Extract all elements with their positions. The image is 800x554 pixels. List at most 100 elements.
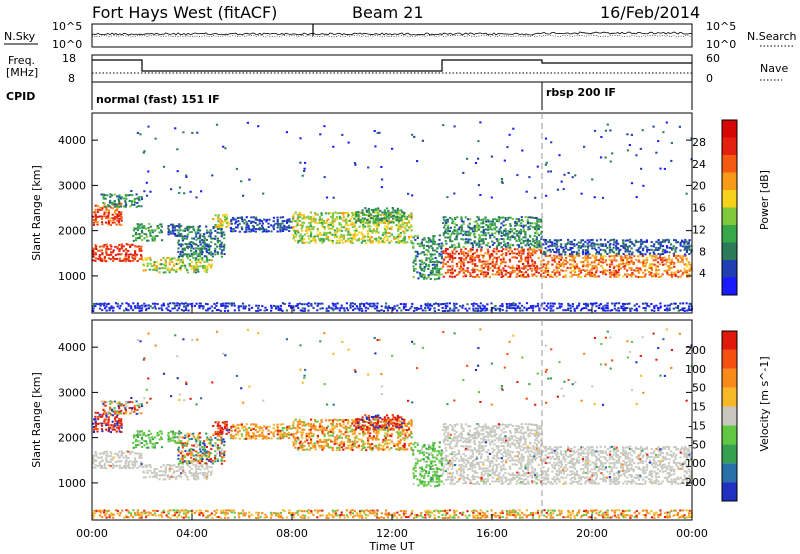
power-cell (382, 310, 386, 312)
power-cell (386, 239, 389, 242)
power-cell (433, 260, 436, 263)
power-cell (206, 309, 209, 312)
power-cell (203, 255, 206, 258)
power-cell (120, 211, 123, 214)
velocity-cell (196, 475, 199, 478)
power-cell (232, 302, 235, 305)
velocity-cell (309, 431, 312, 434)
power-cell (234, 218, 237, 221)
power-cell (529, 305, 533, 308)
power-cell (349, 233, 352, 236)
power-cell (530, 252, 534, 255)
power-cell (449, 256, 452, 259)
velocity-cell (319, 439, 322, 441)
velocity-cell (146, 464, 149, 467)
power-cell (433, 307, 436, 310)
power-cell (520, 219, 523, 221)
power-cell (453, 232, 456, 235)
power-cell (475, 275, 479, 278)
power-cell (344, 218, 348, 221)
power-cell (388, 220, 391, 222)
velocity-cell (225, 429, 228, 432)
power-cell (263, 230, 266, 233)
velocity-cell (179, 474, 182, 477)
power-cell (105, 215, 108, 218)
velocity-cell (201, 466, 204, 468)
power-cell (682, 302, 685, 305)
velocity-cell (263, 435, 266, 438)
power-cell (549, 309, 552, 312)
power-cell (252, 220, 255, 223)
velocity-cell (205, 446, 208, 448)
power-cell (353, 213, 357, 216)
power-cell (312, 220, 315, 223)
power-cell (446, 309, 449, 312)
power-cell (513, 228, 516, 230)
power-cell (249, 230, 253, 233)
power-cell (327, 218, 330, 221)
power-cell (396, 219, 399, 222)
power-cell (533, 273, 536, 276)
power-cell (500, 276, 503, 278)
power-cell (469, 271, 472, 274)
power-cell (515, 222, 518, 224)
power-cell (657, 273, 660, 276)
velocity-cell (235, 433, 238, 436)
velocity-cell (105, 424, 108, 427)
velocity-cell (267, 429, 270, 432)
velocity-cell (344, 436, 347, 439)
power-cell (668, 261, 671, 264)
velocity-cell (340, 440, 343, 443)
power-cell (668, 307, 671, 310)
power-cell (538, 220, 541, 223)
velocity-cell (316, 420, 319, 423)
power-cell (112, 219, 115, 222)
power-cell (292, 226, 295, 228)
power-cell (92, 307, 95, 310)
power-cell (564, 275, 567, 278)
power-cell (637, 240, 640, 243)
power-cell (319, 221, 322, 224)
power-cell (668, 254, 671, 257)
power-cell (666, 238, 669, 241)
power-cell (486, 271, 490, 274)
power-cell (243, 218, 246, 221)
power-cell (573, 267, 577, 270)
power-cell (640, 238, 643, 241)
power-cell (153, 239, 156, 242)
velocity-cell (351, 444, 354, 447)
power-cell (180, 265, 183, 268)
power-cell (644, 269, 647, 272)
power-cell (617, 271, 620, 274)
power-cell (690, 251, 693, 254)
power-cell (369, 225, 372, 228)
power-cell (469, 273, 472, 276)
power-cell (353, 238, 356, 240)
power-cell (520, 275, 523, 278)
power-cell (386, 307, 389, 310)
velocity-cell (292, 433, 295, 435)
power-cell (214, 235, 217, 238)
power-cell (641, 276, 644, 279)
velocity-cell (203, 444, 206, 447)
power-cell (501, 303, 504, 306)
power-cell (674, 273, 677, 276)
power-cell (351, 226, 354, 229)
power-cell (630, 259, 633, 262)
velocity-cell (222, 456, 225, 459)
power-cell (524, 244, 527, 247)
power-cell (524, 260, 527, 263)
velocity-cell (272, 435, 275, 438)
colorbar-swatch (722, 172, 737, 190)
velocity-cell (153, 470, 156, 473)
power-cell (203, 241, 207, 244)
velocity-cell (100, 456, 103, 459)
power-cell (449, 216, 452, 219)
velocity-cell (301, 444, 304, 447)
power-cell (593, 273, 596, 276)
power-cell (519, 232, 522, 235)
power-cell (639, 147, 642, 150)
power-cell (427, 306, 430, 309)
power-cell (626, 245, 629, 248)
velocity-cell (292, 435, 295, 437)
